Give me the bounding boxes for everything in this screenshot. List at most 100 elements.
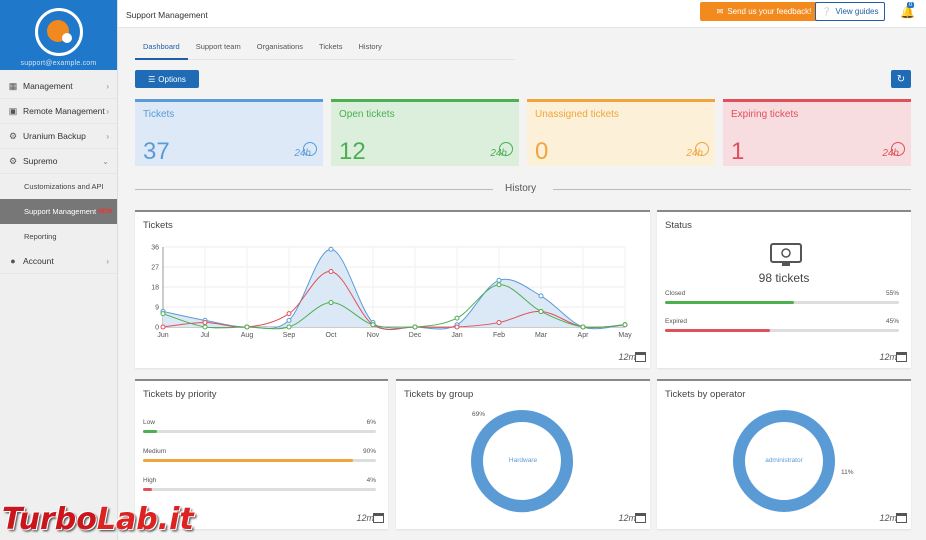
priority-low-row: Low 6% bbox=[143, 419, 376, 433]
bell-icon: 🔔 bbox=[900, 5, 915, 19]
x-tick-label: Jun bbox=[157, 332, 168, 339]
y-tick-label: 18 bbox=[151, 285, 159, 292]
sidebar-item-supremo[interactable]: ⚙ Supremo ⌄ bbox=[0, 149, 117, 174]
sliders-icon: ☰ bbox=[148, 74, 156, 84]
sidebar-sub-customizations[interactable]: Customizations and API bbox=[0, 174, 117, 199]
topbar: Support Management ✉ Send us your feedba… bbox=[118, 0, 926, 28]
data-point bbox=[286, 311, 292, 317]
refresh-button[interactable]: ↻ bbox=[891, 70, 911, 88]
kpi-label: Open tickets bbox=[339, 109, 395, 120]
bar-percent: 90% bbox=[362, 448, 376, 455]
calendar-icon[interactable] bbox=[635, 513, 646, 523]
donut-percent-label: 69% bbox=[472, 411, 486, 418]
priority-high-row: High 4% bbox=[143, 477, 376, 491]
low-bar-fill bbox=[143, 430, 157, 433]
bar-percent: 55% bbox=[885, 290, 899, 297]
donut-outer-arc bbox=[822, 460, 835, 494]
priority-card: Tickets by priority Low 6% Medium 90% Hi… bbox=[135, 379, 388, 529]
donut-outer-arc bbox=[482, 416, 573, 462]
divider-line bbox=[135, 189, 493, 190]
sidebar-sub-reporting[interactable]: Reporting bbox=[0, 224, 117, 249]
data-point bbox=[328, 300, 334, 306]
period-label: 12m bbox=[879, 352, 897, 362]
bar-percent: 45% bbox=[885, 318, 899, 325]
data-point bbox=[412, 324, 418, 330]
kpi-value: 1 bbox=[731, 138, 745, 165]
series-area bbox=[163, 249, 625, 330]
kpi-value: 0 bbox=[535, 138, 549, 165]
data-point bbox=[160, 311, 166, 317]
sidebar-item-management[interactable]: ▦ Management › bbox=[0, 74, 117, 99]
gear-icon: ⚙ bbox=[8, 155, 18, 166]
tab-history[interactable]: History bbox=[358, 42, 382, 51]
tab-organisations[interactable]: Organisations bbox=[256, 42, 304, 51]
donut-hole bbox=[484, 423, 560, 499]
y-tick-label: 27 bbox=[151, 265, 159, 272]
kpi-tickets[interactable]: Tickets 37 24h bbox=[135, 99, 323, 166]
kpi-label: Tickets bbox=[143, 109, 175, 120]
calendar-icon[interactable] bbox=[373, 513, 384, 523]
chevron-right-icon: › bbox=[106, 132, 109, 141]
sitemap-icon: ▦ bbox=[8, 80, 18, 91]
x-tick-label: Oct bbox=[326, 332, 337, 339]
notifications-bell[interactable]: 🔔 0 bbox=[900, 2, 915, 19]
x-tick-label: Jan bbox=[451, 332, 462, 339]
sidebar-sub-support-management[interactable]: Support Management NEW bbox=[0, 199, 117, 224]
sidebar-item-uranium-backup[interactable]: ⚙ Uranium Backup › bbox=[0, 124, 117, 149]
sidebar-item-remote-management[interactable]: ▣ Remote Management › bbox=[0, 99, 117, 124]
period-label: 12m bbox=[618, 352, 636, 362]
guides-label: View guides bbox=[835, 7, 879, 16]
data-point bbox=[496, 282, 502, 288]
kpi-open-tickets[interactable]: Open tickets 12 24h bbox=[331, 99, 519, 166]
clock-icon bbox=[499, 142, 513, 156]
x-tick-label: Jul bbox=[201, 332, 210, 339]
watermark-part2: Lab.it bbox=[96, 502, 194, 537]
view-guides-button[interactable]: ❔ View guides bbox=[815, 2, 885, 21]
calendar-icon[interactable] bbox=[896, 513, 907, 523]
y-tick-label: 36 bbox=[151, 245, 159, 252]
chat-icon: ✉ bbox=[716, 7, 724, 16]
x-tick-label: Sep bbox=[283, 332, 296, 339]
x-tick-label: Dec bbox=[409, 332, 422, 339]
x-tick-label: Nov bbox=[367, 332, 380, 339]
chevron-right-icon: › bbox=[106, 82, 109, 91]
calendar-icon[interactable] bbox=[635, 352, 646, 362]
kpi-unassigned-tickets[interactable]: Unassigned tickets 0 24h bbox=[527, 99, 715, 166]
data-point bbox=[244, 324, 250, 330]
clock-icon bbox=[303, 142, 317, 156]
bar-label: Closed bbox=[665, 290, 686, 297]
feedback-label: Send us your feedback! bbox=[727, 7, 812, 16]
bar-label: Low bbox=[143, 419, 155, 426]
kpi-period: 24h bbox=[490, 148, 507, 159]
tab-support-team[interactable]: Support team bbox=[195, 42, 241, 51]
status-closed-row: Closed 55% bbox=[665, 290, 899, 304]
kpi-value: 37 bbox=[143, 138, 170, 165]
feedback-button[interactable]: ✉ Send us your feedback! bbox=[700, 2, 828, 21]
data-point bbox=[538, 308, 544, 314]
options-button[interactable]: ☰ Options bbox=[135, 70, 199, 88]
tab-dashboard[interactable]: Dashboard bbox=[135, 38, 188, 60]
bar-percent: 4% bbox=[366, 477, 376, 484]
sidebar-sub-label: Support Management bbox=[24, 207, 97, 216]
data-point bbox=[496, 277, 502, 283]
kpi-period: 24h bbox=[294, 148, 311, 159]
card-title: Tickets by priority bbox=[143, 389, 217, 400]
chevron-down-icon: ⌄ bbox=[102, 157, 109, 166]
monitor-icon: ▣ bbox=[8, 105, 18, 116]
headset-monitor-icon bbox=[770, 243, 802, 266]
divider-line bbox=[553, 189, 911, 190]
tab-tickets[interactable]: Tickets bbox=[319, 42, 343, 51]
refresh-icon: ↻ bbox=[896, 73, 906, 85]
supremo-logo[interactable] bbox=[34, 8, 83, 56]
kpi-expiring-tickets[interactable]: Expiring tickets 1 24h bbox=[723, 99, 911, 166]
series-line bbox=[162, 284, 626, 330]
kpi-label: Unassigned tickets bbox=[535, 109, 619, 120]
history-divider: History bbox=[135, 182, 911, 196]
bar-label: Expired bbox=[665, 318, 688, 325]
data-point bbox=[328, 268, 334, 274]
sidebar-item-label: Remote Management bbox=[23, 106, 105, 116]
notification-count: 0 bbox=[907, 2, 915, 8]
sidebar-item-account[interactable]: ● Account › bbox=[0, 249, 117, 274]
bar-label: High bbox=[143, 477, 157, 484]
calendar-icon[interactable] bbox=[896, 352, 907, 362]
